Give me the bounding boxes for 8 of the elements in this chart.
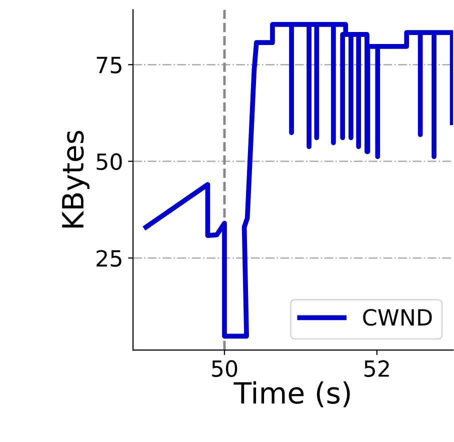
y-tick-label: 25 xyxy=(96,250,122,267)
line-series xyxy=(144,22,454,339)
x-tick-label: 52 xyxy=(364,360,389,377)
legend-label: CWND xyxy=(363,308,432,326)
y-axis-title: KBytes xyxy=(62,130,90,228)
y-tick-label: 75 xyxy=(96,56,122,74)
x-axis-title: Time (s) xyxy=(234,381,350,408)
y-tick-label: 50 xyxy=(96,153,122,170)
